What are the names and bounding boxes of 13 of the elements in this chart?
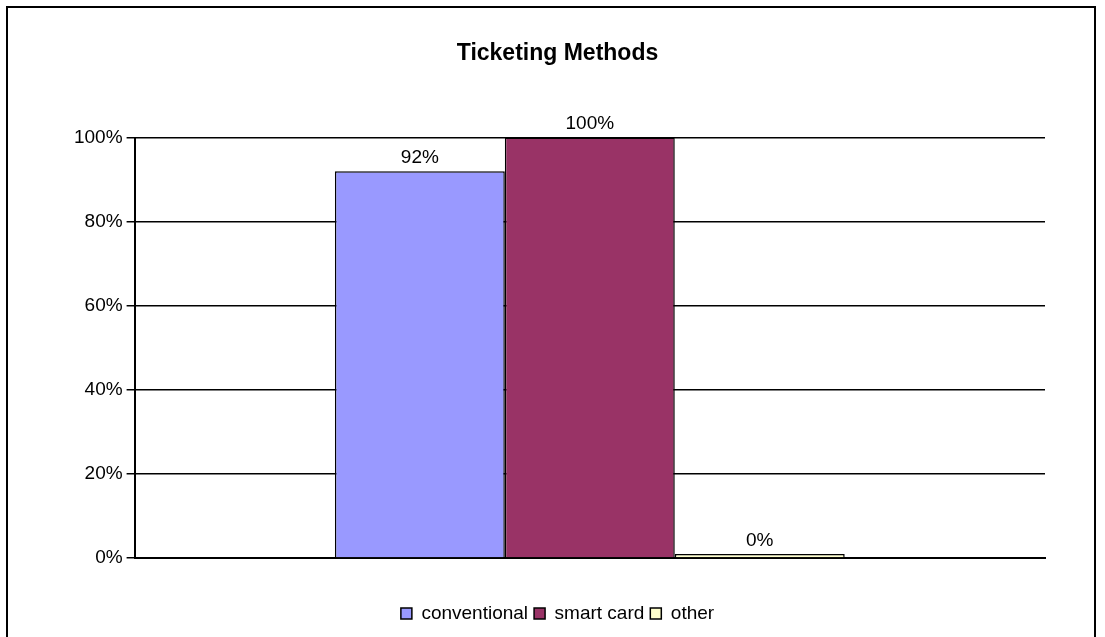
y-tick-label: 0% — [95, 546, 123, 568]
y-tick-label: 80% — [84, 209, 123, 231]
legend-label: other — [670, 601, 715, 623]
y-tick-label: 100% — [73, 125, 123, 147]
data-label: 92% — [400, 145, 439, 167]
y-tick-label: 60% — [84, 293, 123, 315]
data-label: 100% — [565, 112, 615, 134]
chart-title: Ticketing Methods — [456, 39, 659, 66]
data-label: 0% — [746, 528, 774, 550]
legend-label: conventional — [421, 601, 529, 623]
y-tick-label: 40% — [84, 378, 123, 400]
legend-label: smart card — [554, 601, 645, 623]
y-tick-label: 20% — [84, 462, 123, 484]
